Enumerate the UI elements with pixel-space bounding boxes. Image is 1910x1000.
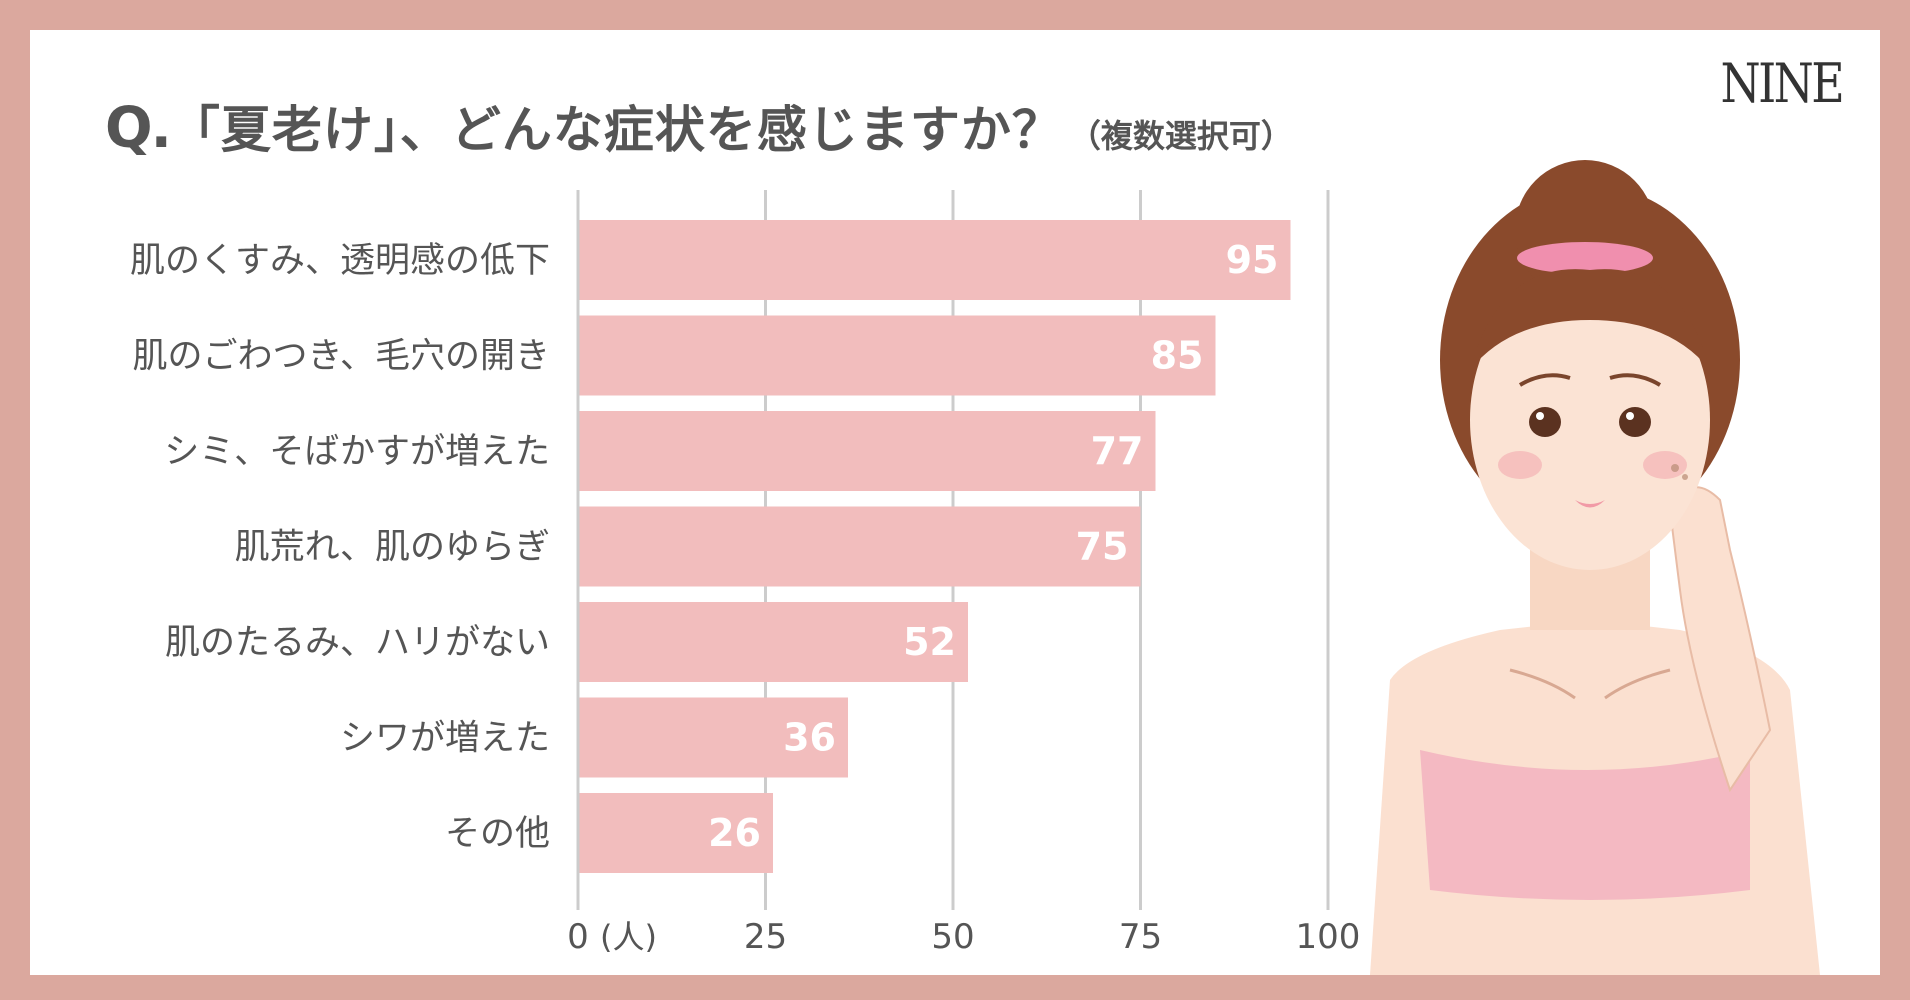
category-label: その他 (445, 814, 550, 854)
bar (578, 315, 1216, 396)
bar-value-label: 36 (783, 716, 836, 760)
bar (578, 220, 1291, 300)
bar-value-label: 75 (1076, 525, 1129, 569)
bar-value-label: 26 (708, 811, 761, 855)
x-axis-unit: (人) (600, 918, 657, 956)
category-label: 肌のくすみ、透明感の低下 (130, 241, 550, 281)
chart-card: Q.「夏老け」、どんな症状を感じますか？ （複数選択可） NINE 0 (人) 25 5… (30, 30, 1880, 975)
bar-value-label: 95 (1226, 238, 1279, 282)
bar-chart: 0 (人) 25 50 75 100 95 肌のくすみ、透明感の低下 85 肌のごわつき、毛穴の開… (130, 190, 1361, 957)
question-prefix: Q. (105, 96, 172, 161)
bar-value-label: 85 (1151, 334, 1204, 378)
question-text: 「夏老け」、どんな症状を感じますか？ (169, 101, 1063, 159)
category-label: シワが増えた (340, 719, 550, 759)
x-tick-label: 75 (1119, 917, 1162, 957)
brand-logo: NINE (1720, 52, 1844, 115)
category-label: シミ、そばかすが増えた (164, 432, 550, 472)
bar-value-label: 52 (903, 620, 956, 664)
woman-illustration (1370, 160, 1820, 975)
category-label: 肌荒れ、肌のゆらぎ (235, 528, 550, 568)
bar (578, 506, 1141, 587)
bar (578, 602, 968, 682)
x-tick-label: 100 (1296, 917, 1361, 957)
bar (578, 411, 1156, 491)
x-tick-label: 0 (567, 917, 589, 957)
category-label: 肌のたるみ、ハリがない (165, 623, 550, 663)
bar-value-label: 77 (1091, 429, 1144, 473)
chart-title: Q.「夏老け」、どんな症状を感じますか？ （複数選択可） (105, 90, 1293, 162)
x-tick-label: 50 (931, 917, 974, 957)
question-subtitle: （複数選択可） (1068, 117, 1293, 155)
category-label: 肌のごわつき、毛穴の開き (132, 337, 550, 377)
bar (578, 697, 848, 778)
bar (578, 793, 773, 873)
x-tick-label: 25 (744, 917, 787, 957)
